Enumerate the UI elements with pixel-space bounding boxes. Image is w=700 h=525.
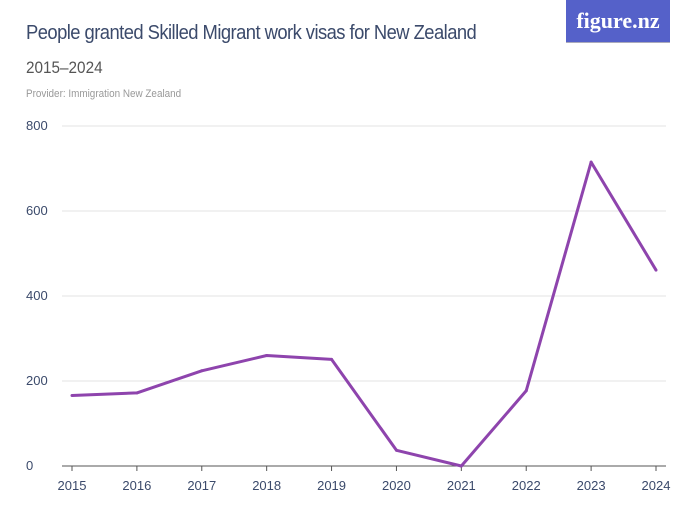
x-tick-label: 2019 [317, 478, 346, 493]
figure-nz-logo[interactable]: figure.nz [566, 0, 670, 43]
chart-subtitle: 2015–2024 [26, 58, 103, 77]
data-point [524, 389, 528, 393]
data-point [200, 369, 204, 373]
y-tick-label: 800 [26, 118, 48, 133]
data-point [330, 357, 334, 361]
data-point [654, 268, 658, 272]
data-point [70, 393, 74, 397]
data-point [135, 391, 139, 395]
x-tick-label: 2021 [447, 478, 476, 493]
data-point [265, 354, 269, 357]
y-tick-label: 600 [26, 203, 48, 218]
provider-text: Provider: Immigration New Zealand [26, 88, 182, 100]
x-tick-label: 2016 [122, 478, 151, 493]
x-tick-label: 2020 [382, 478, 411, 493]
y-tick-label: 200 [26, 373, 48, 388]
chart-title: People granted Skilled Migrant work visa… [26, 22, 477, 44]
x-tick-label: 2018 [252, 478, 281, 493]
y-tick-label: 400 [26, 288, 48, 303]
x-tick-label: 2017 [187, 478, 216, 493]
x-tick-label: 2024 [642, 478, 671, 493]
data-line [71, 160, 658, 468]
data-point [459, 464, 463, 468]
data-point [589, 160, 593, 164]
x-tick-label: 2023 [577, 478, 606, 493]
y-tick-label: 0 [26, 458, 33, 473]
data-point [394, 448, 398, 452]
x-tick-label: 2015 [58, 478, 87, 493]
x-tick-label: 2022 [512, 478, 541, 493]
